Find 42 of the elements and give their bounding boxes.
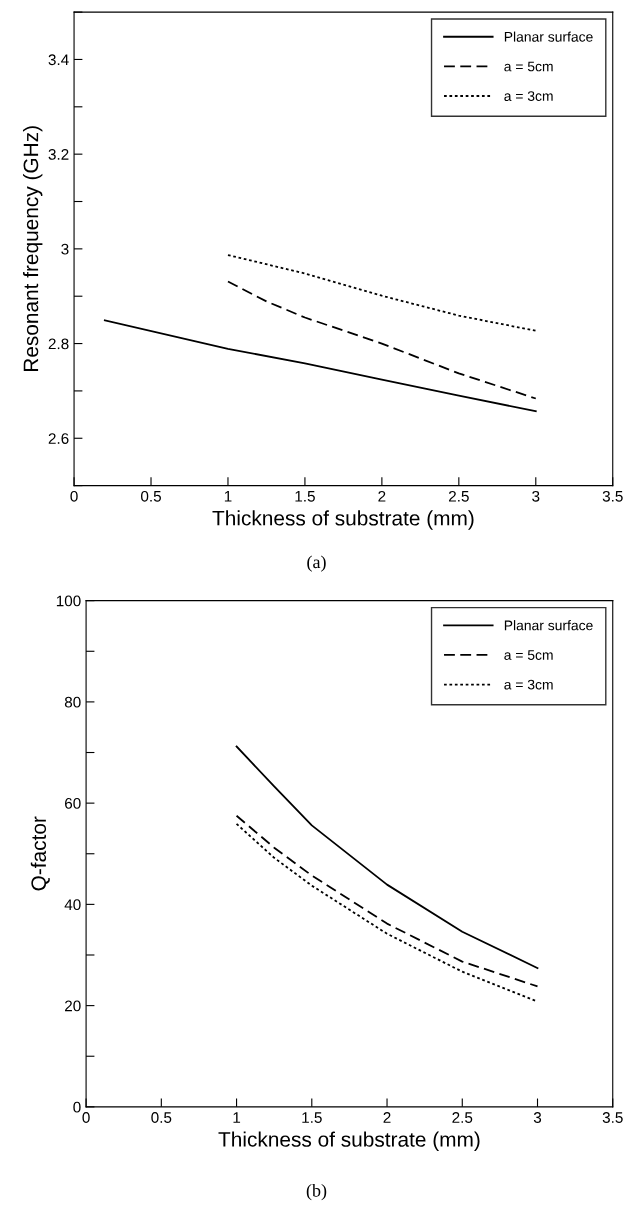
y-tick-label: 3 [61, 243, 69, 255]
x-axis-title: Thickness of substrate (mm) [218, 1131, 480, 1151]
x-tick-label: 2.5 [452, 1112, 473, 1123]
x-tick-label: 1.5 [295, 491, 315, 502]
x-tick-label: 0.5 [140, 490, 161, 502]
x-tick-label: 3 [532, 490, 540, 502]
y-tick-label: 0 [73, 1101, 81, 1113]
legend-label: a = 5cm [504, 61, 553, 72]
y-tick-label: 3.4 [48, 54, 69, 66]
legend-label: Planar surface [504, 620, 593, 631]
line-series [235, 745, 539, 970]
y-tick-label: 60 [65, 798, 81, 809]
legend-label: a = 3cm [504, 91, 553, 101]
y-tick-label: 20 [65, 1000, 81, 1012]
line-series [227, 254, 537, 332]
x-tick-label: 3.5 [602, 1112, 623, 1123]
x-tick-label: 2 [378, 490, 386, 502]
legend-label: Planar surface [504, 31, 593, 42]
x-tick-label: 2 [383, 1112, 391, 1123]
y-tick-label: 100 [56, 595, 81, 607]
x-axis-title: Thickness of substrate (mm) [212, 510, 474, 530]
text: (b) [306, 1183, 327, 1201]
legend-label: a = 5cm [504, 650, 553, 660]
x-tick-label: 1.5 [302, 1112, 322, 1123]
y-tick-label: 40 [64, 899, 81, 911]
x-tick-label: 1 [233, 1112, 241, 1123]
line-series [227, 280, 537, 400]
y-tick-label: 3.2 [48, 149, 69, 160]
y-tick-label: 2.8 [48, 338, 69, 350]
legend-label: a = 3cm [504, 679, 553, 690]
y-axis-title: Resonant frequency (GHz) [22, 126, 43, 372]
x-tick-label: 0.5 [151, 1112, 172, 1123]
text: (a) [307, 555, 326, 572]
y-tick-label: 80 [64, 696, 81, 708]
x-tick-label: 2.5 [448, 490, 469, 502]
x-tick-label: 1 [224, 491, 232, 502]
y-tick-label: 2.6 [48, 433, 69, 444]
x-tick-label: 0 [82, 1112, 90, 1123]
line-series [103, 319, 537, 413]
y-axis-title: Q-factor [30, 816, 50, 891]
x-tick-label: 3.5 [602, 490, 623, 502]
x-tick-label: 3 [533, 1112, 542, 1123]
